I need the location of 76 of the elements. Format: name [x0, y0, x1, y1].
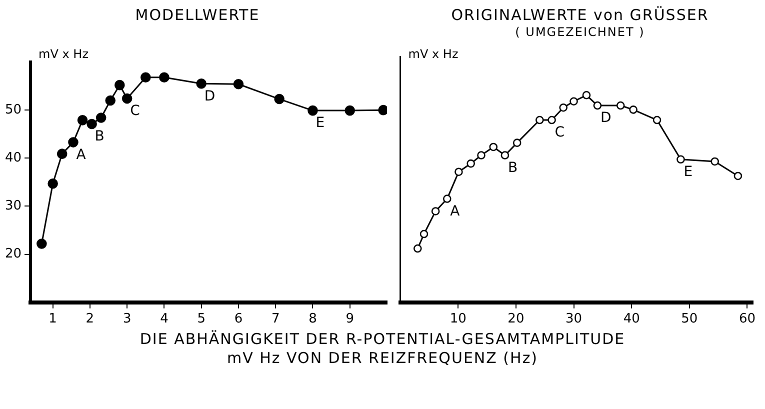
- point: [140, 72, 151, 83]
- y-tick-label: 30: [4, 198, 22, 214]
- chart-title: ORIGINALWERTE von GRÜSSER: [450, 6, 710, 25]
- x-tick-label: 2: [86, 312, 94, 327]
- point: [36, 238, 47, 249]
- point: [159, 72, 170, 83]
- text: DIE ABHÄNGIGKEIT DER R-POTENTIAL-GESAMTAMPLITUDE: [138, 330, 626, 349]
- annotation: D: [204, 88, 216, 104]
- point: [734, 172, 742, 180]
- x-tick-label: 5: [197, 312, 206, 327]
- y-tick-label: 40: [4, 150, 22, 166]
- point: [570, 97, 578, 106]
- x-tick-label: 60: [738, 312, 756, 327]
- point: [431, 207, 440, 216]
- y-axis-title: mV x Hz: [38, 47, 88, 61]
- point: [500, 151, 510, 160]
- point: [512, 138, 522, 147]
- y-tick-label: 20: [4, 246, 22, 262]
- x-tick-label: 6: [234, 312, 243, 327]
- x-tick-label: 10: [450, 312, 466, 327]
- point: [652, 116, 662, 124]
- point: [420, 230, 428, 238]
- point: [442, 194, 452, 203]
- annotation: C: [554, 124, 565, 141]
- annotation: A: [76, 146, 86, 163]
- point: [114, 80, 125, 90]
- point: [413, 244, 422, 253]
- annotation: A: [450, 203, 460, 220]
- x-tick-label: 40: [623, 312, 640, 327]
- annotation: B: [508, 160, 518, 176]
- y-axis-title: mV x Hz: [408, 47, 458, 61]
- point: [477, 151, 486, 160]
- point: [454, 168, 463, 176]
- x-tick-label: 3: [122, 312, 132, 327]
- point: [196, 78, 206, 89]
- x-tick-label: 20: [508, 312, 524, 327]
- y-tick-label: 50: [4, 102, 22, 118]
- point: [86, 118, 97, 130]
- text: mV Hz VON DER REIZFREQUENZ (Hz): [226, 349, 540, 368]
- point: [308, 105, 318, 116]
- point: [582, 91, 591, 100]
- point: [710, 157, 719, 166]
- point: [616, 101, 625, 110]
- chart-title: MODELLWERTE: [134, 6, 261, 25]
- point: [56, 148, 68, 159]
- point: [629, 106, 638, 114]
- x-tick-label: 50: [681, 312, 698, 327]
- annotation: E: [684, 164, 693, 180]
- chart-subtitle: ( UMGEZEICHNET ): [514, 25, 646, 40]
- point: [535, 116, 544, 124]
- annotation: B: [94, 128, 104, 145]
- point: [274, 94, 284, 104]
- x-tick-label: 30: [565, 312, 582, 327]
- point: [344, 105, 356, 116]
- point: [233, 78, 244, 90]
- annotation: D: [600, 110, 612, 126]
- point: [489, 142, 498, 152]
- point: [105, 95, 116, 106]
- point: [559, 103, 568, 112]
- x-tick-label: 1: [48, 312, 57, 327]
- x-tick-label: 8: [308, 312, 317, 327]
- point: [48, 178, 58, 189]
- x-tick-label: 7: [271, 312, 280, 327]
- annotation: C: [130, 103, 140, 120]
- point: [548, 116, 556, 124]
- point: [378, 104, 387, 116]
- point: [77, 115, 88, 126]
- point: [96, 112, 106, 123]
- x-tick-label: 9: [346, 312, 354, 327]
- annotation: E: [316, 115, 325, 132]
- x-tick-label: 4: [160, 312, 168, 327]
- point: [593, 101, 602, 110]
- point: [122, 93, 132, 104]
- point: [466, 159, 475, 168]
- point: [68, 137, 78, 148]
- point: [676, 155, 685, 164]
